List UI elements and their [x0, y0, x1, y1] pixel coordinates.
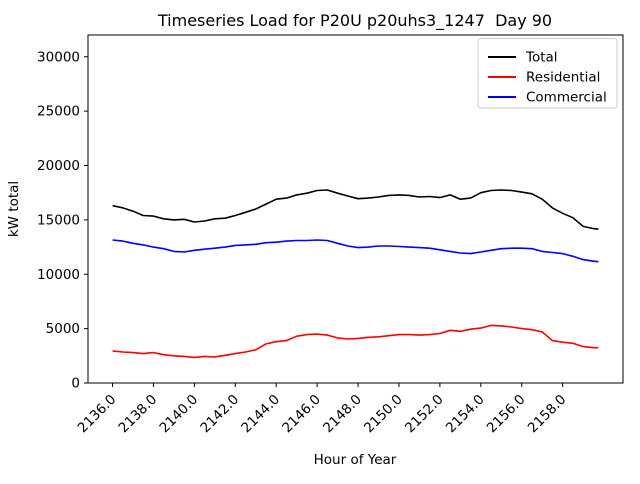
legend-label-commercial: Commercial	[526, 90, 607, 106]
legend-label-total: Total	[525, 50, 558, 66]
series-line-residential	[112, 324, 599, 359]
y-tick-label: 25000	[37, 104, 80, 120]
y-tick-label: 30000	[37, 49, 80, 65]
y-tick-label: 5000	[46, 321, 80, 337]
series-line-commercial	[112, 239, 599, 263]
chart-title: Timeseries Load for P20U p20uhs3_1247 Da…	[157, 11, 552, 31]
legend-frame	[477, 38, 618, 109]
y-tick-label: 0	[71, 376, 80, 392]
series-line-total	[112, 189, 599, 230]
y-axis-label: kW total	[6, 181, 22, 237]
legend-label-residential: Residential	[526, 70, 600, 86]
plot-frame	[87, 34, 624, 384]
y-tick-label: 20000	[37, 158, 80, 174]
y-tick-label: 10000	[37, 267, 80, 283]
y-tick-label: 15000	[37, 212, 80, 228]
x-axis-label: Hour of Year	[314, 452, 397, 468]
